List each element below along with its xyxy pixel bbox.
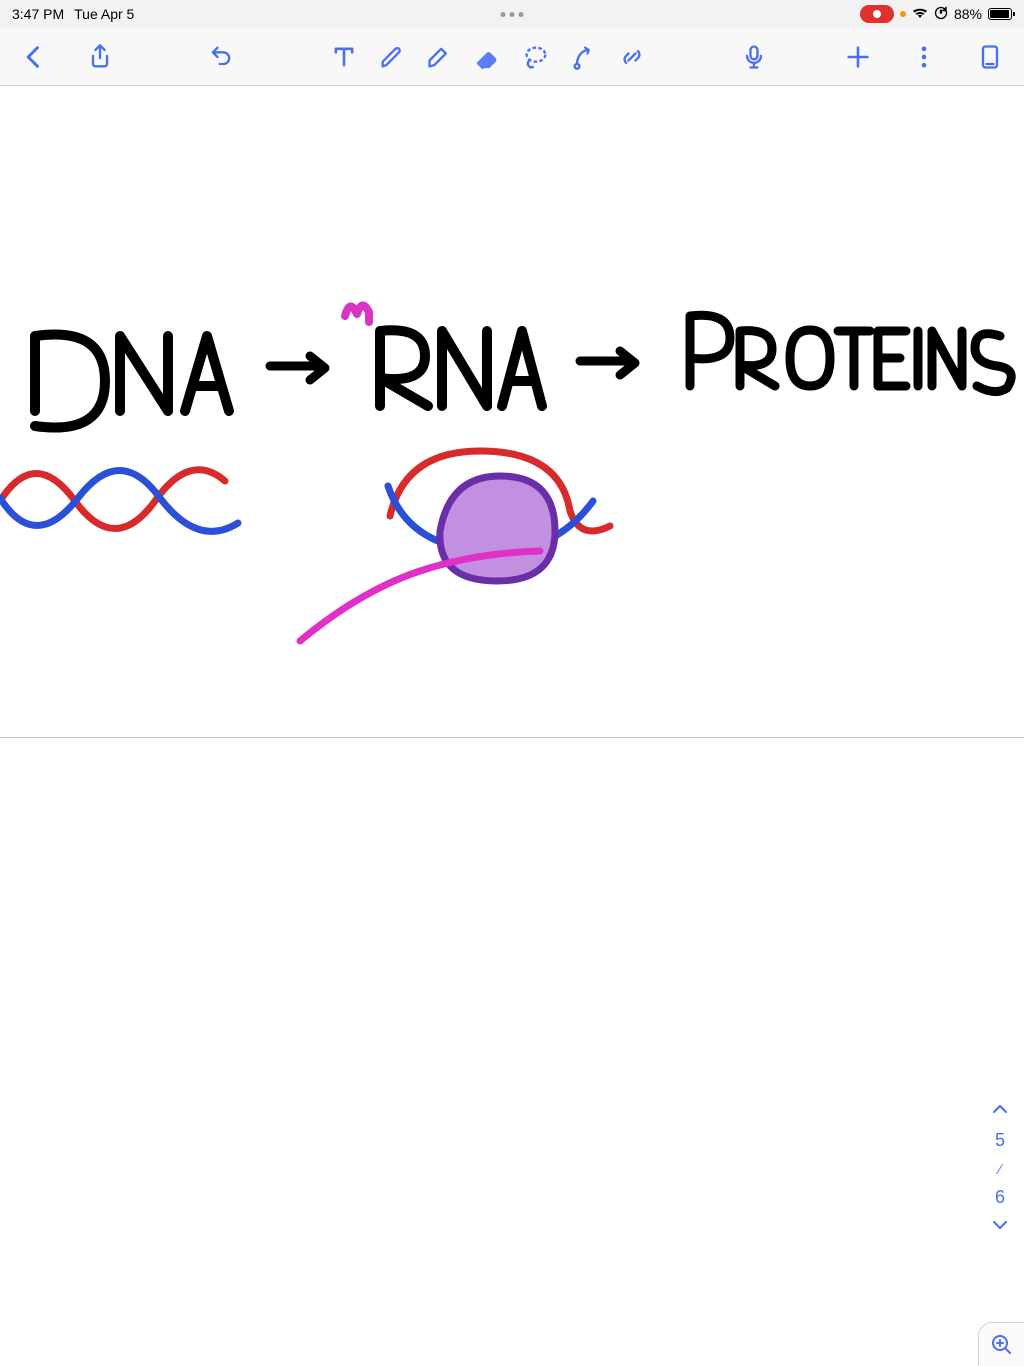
- page-navigator: 5 ∕ 6: [992, 1102, 1008, 1236]
- lasso-tool[interactable]: [521, 42, 551, 72]
- back-button[interactable]: [20, 42, 48, 72]
- zoom-button[interactable]: [978, 1322, 1024, 1366]
- shape-tool[interactable]: [569, 42, 599, 72]
- undo-button[interactable]: [207, 42, 235, 72]
- microphone-button[interactable]: [740, 42, 768, 72]
- text-tool[interactable]: [329, 42, 359, 72]
- more-button[interactable]: [910, 42, 938, 72]
- battery-percent: 88%: [954, 6, 982, 22]
- status-bar: 3:47 PM Tue Apr 5 88%: [0, 0, 1024, 28]
- screen-record-indicator[interactable]: [860, 5, 894, 23]
- page-down-button[interactable]: [992, 1218, 1008, 1236]
- handwritten-diagram: [0, 86, 1024, 738]
- note-canvas[interactable]: [0, 86, 1024, 738]
- battery-icon: [988, 8, 1012, 20]
- status-date: Tue Apr 5: [74, 6, 134, 22]
- link-tool[interactable]: [617, 42, 647, 72]
- page-divider: ∕: [999, 1161, 1001, 1177]
- page-up-button[interactable]: [992, 1102, 1008, 1120]
- highlighter-tool[interactable]: [425, 42, 455, 72]
- total-pages: 6: [995, 1187, 1005, 1208]
- pen-tool[interactable]: [377, 42, 407, 72]
- current-page: 5: [995, 1130, 1005, 1151]
- multitask-dots[interactable]: [501, 12, 524, 17]
- pages-button[interactable]: [976, 42, 1004, 72]
- app-toolbar: [0, 28, 1024, 86]
- mic-in-use-dot: [900, 11, 906, 17]
- status-time: 3:47 PM: [12, 6, 64, 22]
- rotation-lock-icon: [934, 6, 948, 23]
- add-button[interactable]: [844, 42, 872, 72]
- tool-group: [329, 42, 647, 72]
- share-button[interactable]: [86, 42, 114, 72]
- wifi-icon: [912, 7, 928, 22]
- eraser-tool[interactable]: [473, 42, 503, 72]
